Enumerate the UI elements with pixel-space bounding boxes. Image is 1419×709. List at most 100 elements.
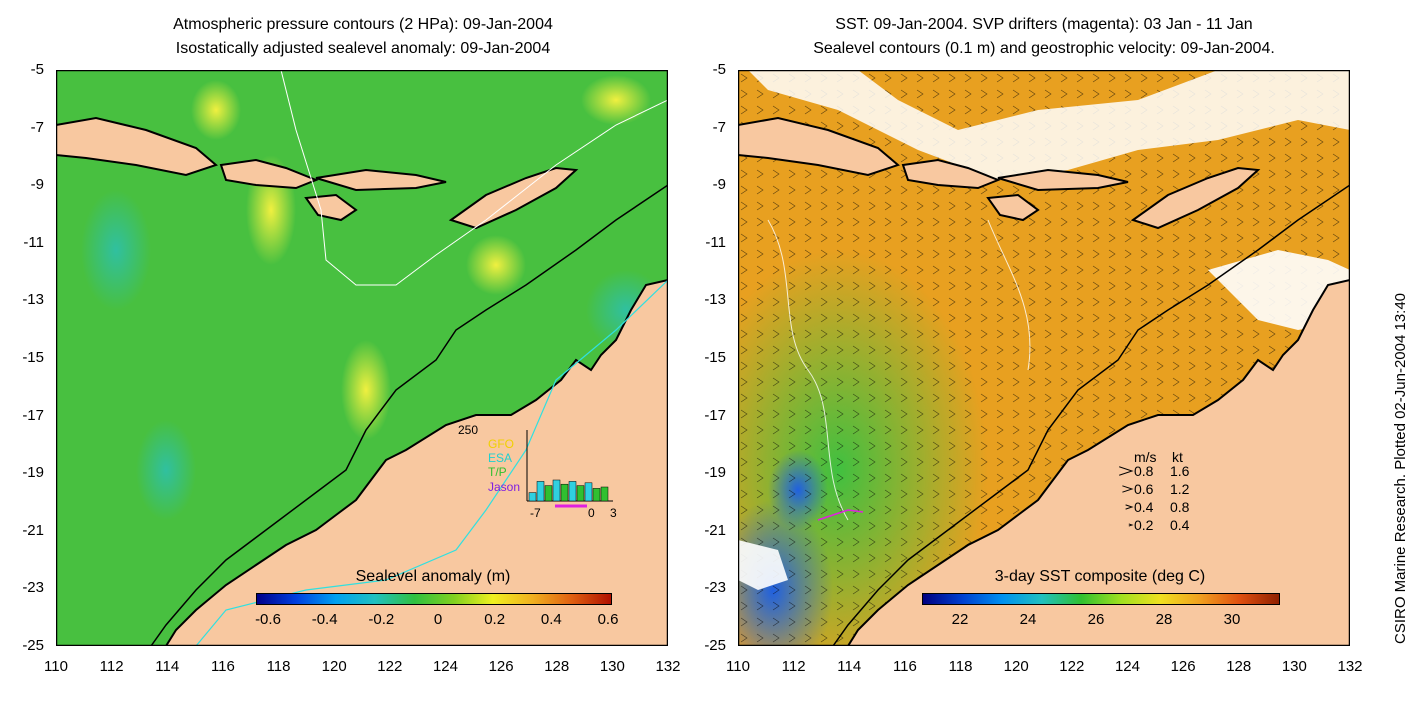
sealevel-colorbar-tick: 0.6: [597, 611, 619, 628]
lat-tick: -7: [712, 118, 726, 136]
lat-tick: -11: [705, 233, 726, 251]
anomaly-high-5: [191, 80, 241, 140]
lat-tick: -15: [704, 349, 726, 366]
velocity-legend-arrow: [1119, 466, 1134, 476]
lon-tick: 110: [726, 658, 750, 675]
lat-tick: -13: [704, 291, 726, 309]
inset-bar: [544, 485, 553, 502]
right-title-line2: Sealevel contours (0.1 m) and geostrophi…: [813, 40, 1275, 57]
inset-xtick-max: 3: [610, 506, 617, 520]
lon-tick: 110: [44, 658, 68, 675]
inset-bar: [576, 485, 585, 502]
velocity-legend-arrow: [1128, 523, 1134, 527]
right-australia-land: [846, 278, 1350, 646]
anomaly-high-3: [466, 235, 526, 295]
right-title-line1: SST: 09-Jan-2004. SVP drifters (magenta)…: [835, 16, 1253, 33]
velocity-legend-ms: 0.2: [1134, 517, 1154, 533]
left-australia-land: [164, 278, 668, 646]
anomaly-low-1: [81, 190, 151, 310]
lat-tick: -9: [30, 176, 44, 194]
left-flores-island: [315, 168, 447, 192]
right-shelf-contour: [832, 184, 1350, 646]
lon-tick: 114: [155, 658, 180, 675]
sealevel-colorbar-tick: 0.4: [540, 611, 562, 628]
lat-tick: -25: [22, 637, 44, 654]
lon-tick: 118: [948, 658, 973, 675]
lat-tick: -23: [704, 579, 726, 597]
lon-tick: 132: [655, 658, 681, 675]
sst-colorbar-tick: 30: [1223, 611, 1241, 628]
lon-tick: 114: [837, 658, 862, 675]
velocity-legend-header-ms: m/s: [1134, 449, 1157, 465]
velocity-legend-header-kt: kt: [1172, 449, 1183, 465]
lon-tick: 124: [432, 658, 458, 675]
inset-bar: [528, 492, 537, 502]
anomaly-high-4: [581, 75, 651, 125]
lat-tick: -19: [704, 464, 726, 482]
left-map: [56, 70, 668, 646]
lon-tick: 116: [892, 658, 917, 675]
cloud-mask-north: [748, 70, 1350, 180]
sealevel-colorbar-tick: -0.6: [255, 611, 281, 628]
lat-tick: -21: [704, 521, 726, 539]
velocity-legend-ms: 0.8: [1134, 463, 1154, 479]
inset-bar: [592, 488, 601, 502]
left-title-line2: Isostatically adjusted sealevel anomaly:…: [175, 40, 551, 57]
right-colorbar-title: 3-day SST composite (deg C): [994, 568, 1206, 585]
inset-bar: [600, 486, 609, 502]
lat-tick: -17: [22, 406, 44, 424]
sst-colorbar-tick: 22: [951, 611, 969, 628]
inset-histogram: [526, 430, 613, 508]
sst-colorbar-tick: 24: [1019, 611, 1037, 628]
lat-tick: -7: [30, 118, 44, 136]
left-java-island: [56, 116, 218, 177]
left-colorbar: [256, 593, 612, 605]
lon-tick: 126: [1170, 658, 1196, 675]
left-title-line1: Atmospheric pressure contours (2 HPa): 0…: [173, 16, 553, 33]
sst-colorbar-tick: 26: [1087, 611, 1105, 628]
right-java-island: [738, 116, 900, 177]
inset-ymax-label: 250: [458, 423, 479, 437]
lat-tick: -23: [22, 579, 44, 597]
left-colorbar-title: Sealevel anomaly (m): [355, 568, 511, 585]
lon-tick: 112: [99, 658, 124, 675]
lon-tick: 130: [1281, 658, 1307, 675]
left-pressure-contour: [280, 70, 668, 286]
inset-legend-jason: Jason: [488, 480, 521, 494]
inset-legend-gfo: GFO: [488, 437, 514, 451]
inset-bar: [568, 481, 577, 502]
right-colorbar: [922, 593, 1280, 605]
anomaly-high-2: [341, 340, 391, 440]
sst-colorbar-tick: 28: [1155, 611, 1173, 628]
velocity-legend-arrow: [1122, 485, 1134, 493]
sealevel-colorbar-tick: 0: [433, 611, 443, 628]
sealevel-colorbar-tick: 0.2: [484, 611, 506, 628]
lat-tick: -5: [30, 61, 44, 78]
lon-tick: 118: [266, 658, 291, 675]
lon-tick: 112: [781, 658, 806, 675]
right-sumba-island: [986, 193, 1040, 222]
right-flores-island: [997, 168, 1129, 192]
cloud-mask-southwest: [738, 540, 788, 590]
svp-drifter-track: [817, 509, 864, 521]
velocity-legend-ms: 0.4: [1134, 499, 1154, 515]
velocity-legend-arrow: [1125, 504, 1134, 510]
inset-bar: [536, 481, 545, 502]
velocity-legend-kt: 1.6: [1170, 463, 1190, 479]
lon-tick: 122: [1059, 658, 1085, 675]
inset-xtick-zero: 0: [588, 506, 595, 520]
inset-bar: [552, 479, 561, 502]
sealevel-colorbar-tick: -0.4: [311, 611, 338, 628]
inset-legend-esa: ESA: [488, 451, 513, 465]
right-lombok-island: [901, 158, 1001, 190]
left-shelf-contour: [150, 184, 668, 646]
credit-text: CSIRO Marine Research. Plotted 02-Jun-20…: [1392, 292, 1409, 644]
lon-tick: 128: [1226, 658, 1252, 675]
velocity-legend-ms: 0.6: [1134, 481, 1154, 497]
velocity-legend-kt: 0.8: [1170, 499, 1190, 515]
lon-tick: 122: [377, 658, 403, 675]
lon-tick: 120: [1003, 658, 1029, 675]
velocity-legend-kt: 1.2: [1170, 481, 1190, 497]
lon-tick: 132: [1337, 658, 1363, 675]
right-map: [738, 70, 1350, 646]
